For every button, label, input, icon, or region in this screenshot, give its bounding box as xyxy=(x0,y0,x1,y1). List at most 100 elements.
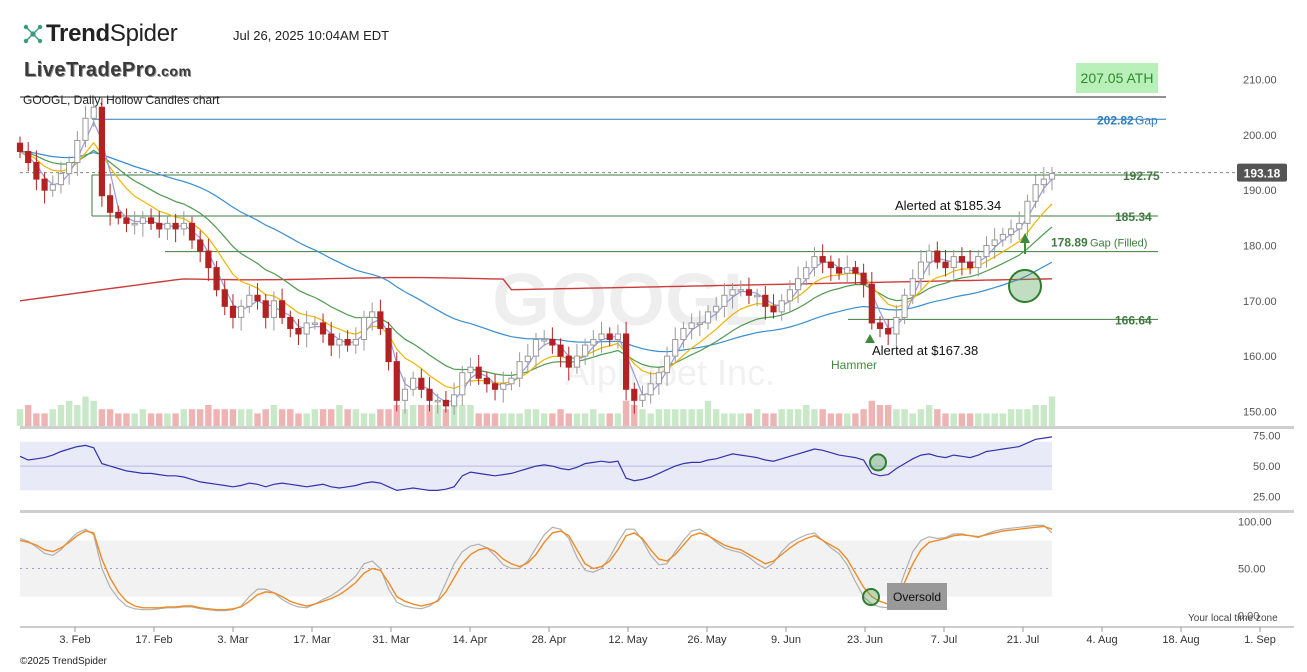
x-axis-tick-label: 17. Feb xyxy=(135,634,172,646)
volume-bar xyxy=(287,409,294,426)
candle-body xyxy=(868,283,875,324)
volume-bar xyxy=(1048,396,1056,426)
candle-body xyxy=(221,289,228,307)
volume-bar xyxy=(467,405,474,426)
volume-bar xyxy=(909,413,916,426)
candle-body xyxy=(246,294,253,307)
volume-bar xyxy=(516,413,523,426)
candle-body xyxy=(614,333,622,341)
volume-bar xyxy=(844,413,851,426)
volume-bar xyxy=(1024,409,1031,426)
logo-light-text: Spider xyxy=(109,20,178,47)
volume-bar xyxy=(262,409,269,426)
candle-body xyxy=(745,289,753,296)
candle-body xyxy=(770,305,777,313)
candle-body xyxy=(721,294,728,307)
volume-bar xyxy=(426,405,433,426)
price-axis-tick: 210.00 xyxy=(1243,75,1277,87)
candle-body xyxy=(901,294,908,318)
volume-bar xyxy=(745,413,753,426)
ath-badge: 207.05 ATH xyxy=(1076,63,1158,93)
volume-bar xyxy=(172,413,179,426)
candle-body xyxy=(172,222,179,230)
x-axis-tick-label: 9. Jun xyxy=(771,634,801,646)
volume-bar xyxy=(246,409,253,426)
volume-bar xyxy=(532,409,540,426)
copyright: ©2025 TrendSpider xyxy=(20,656,107,667)
x-axis-tick-label: 28. Apr xyxy=(532,634,567,646)
candle-body xyxy=(778,300,785,313)
volume-bar xyxy=(606,413,613,426)
volume-bar xyxy=(991,413,998,426)
candle-body xyxy=(532,339,540,357)
candle-body xyxy=(90,106,97,119)
price-axis-tick: 180.00 xyxy=(1243,241,1277,253)
volume-bar xyxy=(672,409,679,426)
x-axis-tick-label: 14. Apr xyxy=(453,634,488,646)
stoch-circle-marker xyxy=(862,588,880,606)
volume-bar xyxy=(721,413,728,426)
candle-body xyxy=(66,162,73,175)
volume-bar xyxy=(295,413,302,426)
volume-bar xyxy=(778,409,785,426)
candle-body xyxy=(180,222,187,230)
resistance-level-label: 192.75 xyxy=(1123,169,1160,183)
volume-bar xyxy=(442,409,450,426)
volume-bar xyxy=(852,413,859,426)
candle-body xyxy=(639,394,646,401)
candle-body xyxy=(663,355,671,374)
price-axis-tick: 190.00 xyxy=(1243,185,1277,197)
candle-body xyxy=(1048,173,1056,180)
candle-body xyxy=(598,333,605,341)
volume-bar xyxy=(401,409,409,426)
candle-body xyxy=(696,322,703,325)
candle-body xyxy=(262,300,269,318)
candle-body xyxy=(434,399,441,403)
candle-body xyxy=(336,339,343,346)
candle-body xyxy=(106,195,114,213)
volume-bar xyxy=(999,413,1007,426)
candle-body xyxy=(377,311,384,329)
price-axis-tick: 160.00 xyxy=(1243,351,1277,363)
volume-bar xyxy=(270,405,278,426)
alert-level-label: 185.34 xyxy=(1115,210,1152,224)
rsi-line xyxy=(19,436,1053,492)
watermark-site: LiveTradePro xyxy=(24,59,157,81)
candle-body xyxy=(958,256,966,263)
candle-body xyxy=(1040,178,1047,186)
candle-body xyxy=(156,222,163,230)
candle-body xyxy=(729,289,736,296)
volume-bar xyxy=(368,413,376,426)
candle-body xyxy=(942,261,949,269)
volume-bar xyxy=(762,413,769,426)
candle-body xyxy=(704,311,712,324)
volume-bar xyxy=(319,409,327,426)
candle-body xyxy=(762,294,769,307)
candle-body xyxy=(49,184,56,191)
candle-body xyxy=(852,267,859,274)
candle-body xyxy=(860,272,867,285)
x-axis-tick-label: 17. Mar xyxy=(293,634,331,646)
candle-body xyxy=(844,267,851,274)
volume-bar xyxy=(90,400,97,426)
volume-bar xyxy=(483,413,491,426)
gap-fill-circle-marker xyxy=(1008,269,1042,303)
volume-bar xyxy=(24,405,32,426)
volume-bar xyxy=(827,413,835,426)
local-time-note: Your local time zone xyxy=(1188,613,1278,624)
candle-body xyxy=(541,339,548,342)
stoch-axis-tick: 100.00 xyxy=(1238,517,1272,529)
candle-body xyxy=(573,355,581,368)
volume-bar xyxy=(737,413,744,426)
candle-body xyxy=(999,233,1006,241)
volume-bar xyxy=(311,409,319,426)
candle-body xyxy=(1016,222,1023,230)
candle-body xyxy=(410,377,417,390)
candle-body xyxy=(360,316,368,341)
candle-body xyxy=(991,239,998,246)
volume-bar xyxy=(901,409,908,426)
x-axis-tick-label: 7. Jul xyxy=(931,634,957,646)
volume-bar xyxy=(712,409,720,426)
x-axis-tick-label: 31. Mar xyxy=(372,634,410,646)
